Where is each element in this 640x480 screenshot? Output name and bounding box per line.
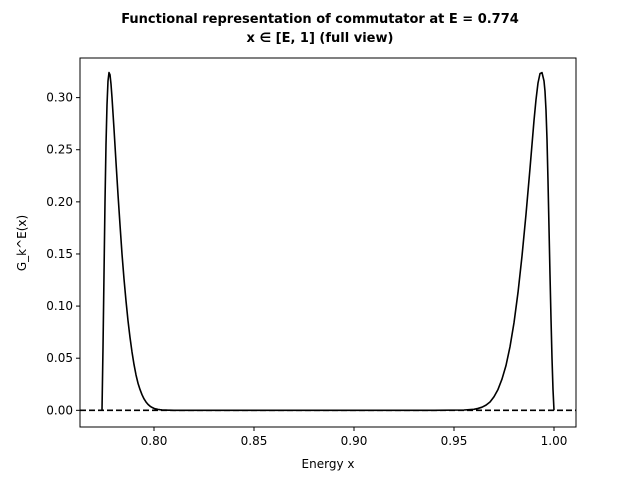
plot-frame bbox=[79, 57, 577, 428]
x-axis: 0.80 0.85 0.90 0.95 1.00 bbox=[141, 427, 568, 448]
x-tick-label: 0.95 bbox=[441, 434, 468, 448]
y-tick-label: 0.15 bbox=[46, 247, 73, 261]
y-tick-label: 0.30 bbox=[46, 91, 73, 105]
y-axis-label: G_k^E(x) bbox=[15, 215, 29, 271]
plot-layer bbox=[80, 71, 576, 412]
x-tick-label: 0.85 bbox=[241, 434, 268, 448]
y-tick-label: 0.25 bbox=[46, 143, 73, 157]
y-tick-label: 0.00 bbox=[46, 403, 73, 417]
x-tick-label: 1.00 bbox=[541, 434, 568, 448]
series-line-0 bbox=[101, 71, 555, 412]
y-axis: 0.00 0.05 0.10 0.15 0.20 0.25 0.30 bbox=[46, 91, 80, 417]
y-tick-label: 0.05 bbox=[46, 351, 73, 365]
y-tick-label: 0.20 bbox=[46, 195, 73, 209]
x-axis-label: Energy x bbox=[302, 457, 355, 471]
chart-subtitle: x ∈ [E, 1] (full view) bbox=[247, 31, 394, 46]
x-tick-label: 0.90 bbox=[341, 434, 368, 448]
y-tick-label: 0.10 bbox=[46, 299, 73, 313]
chart-title: Functional representation of commutator … bbox=[121, 12, 519, 27]
x-tick-label: 0.80 bbox=[141, 434, 168, 448]
